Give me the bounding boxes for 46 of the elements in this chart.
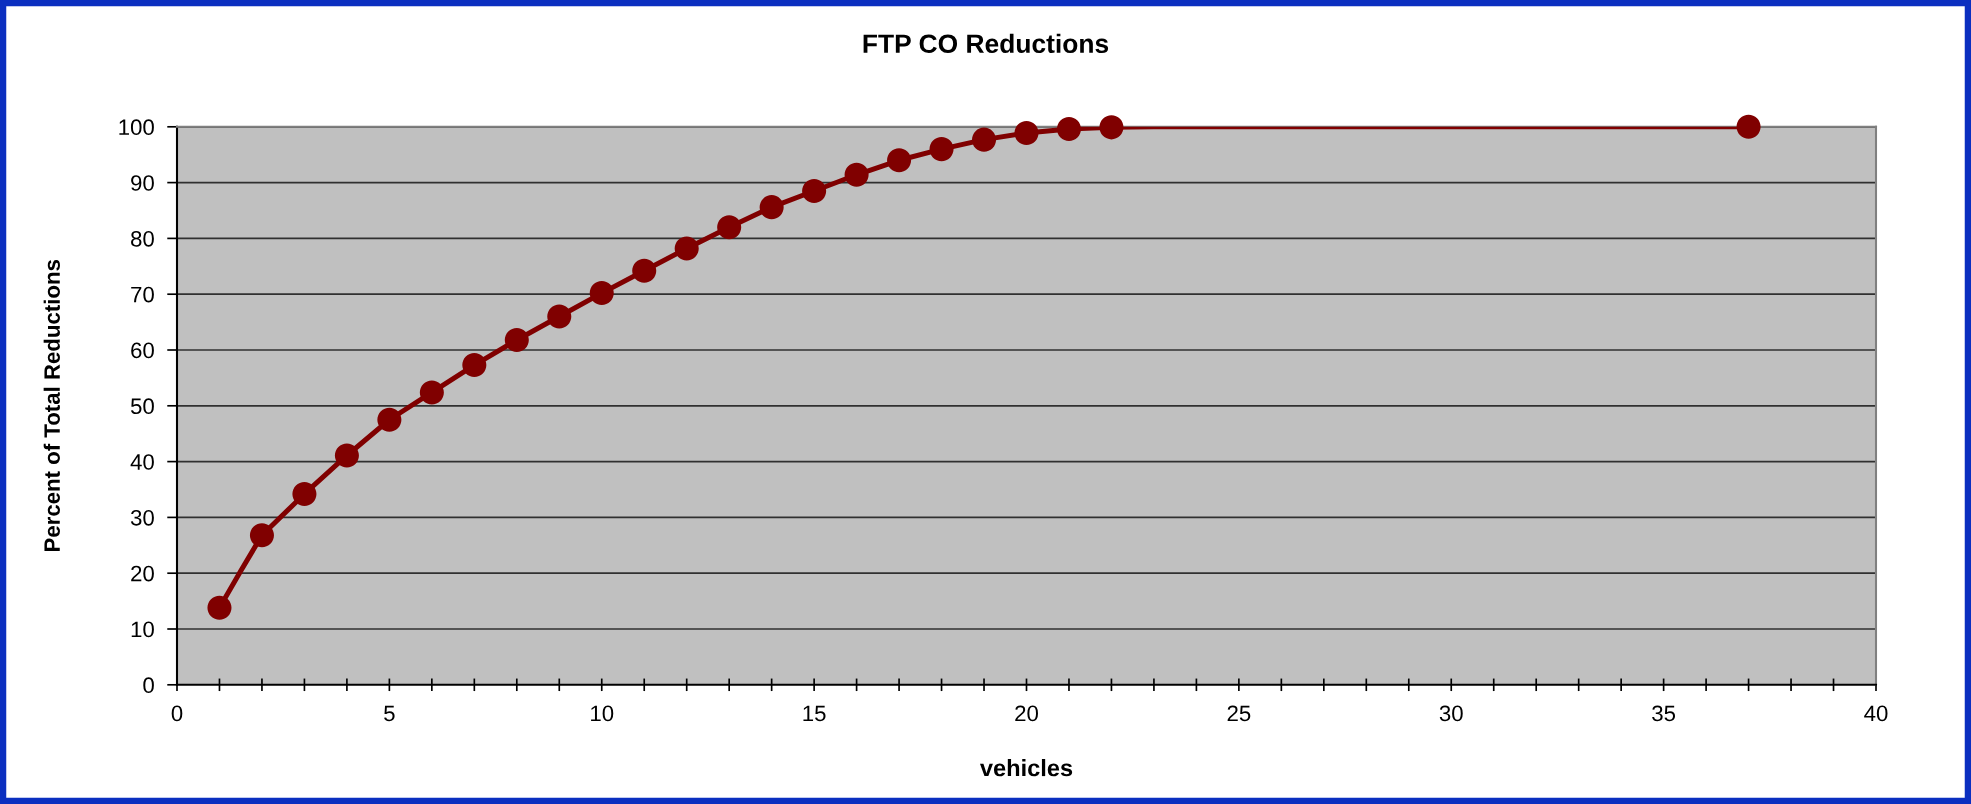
point: [207, 595, 232, 620]
point: [887, 148, 912, 173]
point: [292, 481, 317, 506]
point: [1056, 117, 1081, 142]
point: [1099, 115, 1124, 140]
point: [674, 236, 699, 261]
y-tick-label: 100: [119, 119, 154, 136]
point: [844, 162, 869, 187]
y-tick-label: 10: [131, 621, 154, 638]
x-tick-label: 10: [591, 705, 614, 722]
point: [419, 380, 444, 405]
y-tick-label: 0: [143, 677, 154, 694]
point: [632, 258, 657, 283]
point: [589, 281, 614, 306]
point: [1736, 114, 1761, 139]
y-tick-label: 80: [131, 230, 154, 247]
point: [759, 195, 784, 220]
point: [972, 127, 997, 152]
x-tick-label: 25: [1227, 705, 1251, 722]
point: [547, 304, 572, 329]
point: [462, 353, 487, 378]
x-tick-label: 0: [171, 705, 183, 722]
x-tick-label: 30: [1439, 705, 1463, 722]
point: [717, 215, 742, 240]
x-tick-label: 15: [803, 705, 826, 722]
point: [929, 137, 954, 162]
point: [802, 178, 827, 203]
y-tick-label: 60: [131, 342, 154, 359]
point: [249, 523, 274, 548]
y-tick-label: 20: [131, 565, 154, 582]
point: [504, 327, 529, 352]
point: [1014, 120, 1039, 145]
x-tick-label: 40: [1864, 705, 1888, 722]
chart-title: FTP CO Reductions: [863, 33, 1109, 54]
x-tick-label: 35: [1652, 705, 1676, 722]
y-tick-label: 90: [131, 175, 154, 191]
x-tick-label: 5: [384, 705, 395, 722]
y-tick-label: 30: [130, 509, 154, 526]
point: [334, 443, 359, 468]
point: [377, 407, 402, 432]
y-axis-title: Percent of Total Reductions: [43, 259, 60, 552]
y-tick-label: 70: [131, 286, 154, 303]
y-tick-label: 50: [130, 398, 154, 415]
x-axis-title: vehicles: [980, 758, 1073, 777]
x-tick-label: 20: [1015, 705, 1038, 722]
y-tick-label: 40: [130, 454, 154, 470]
